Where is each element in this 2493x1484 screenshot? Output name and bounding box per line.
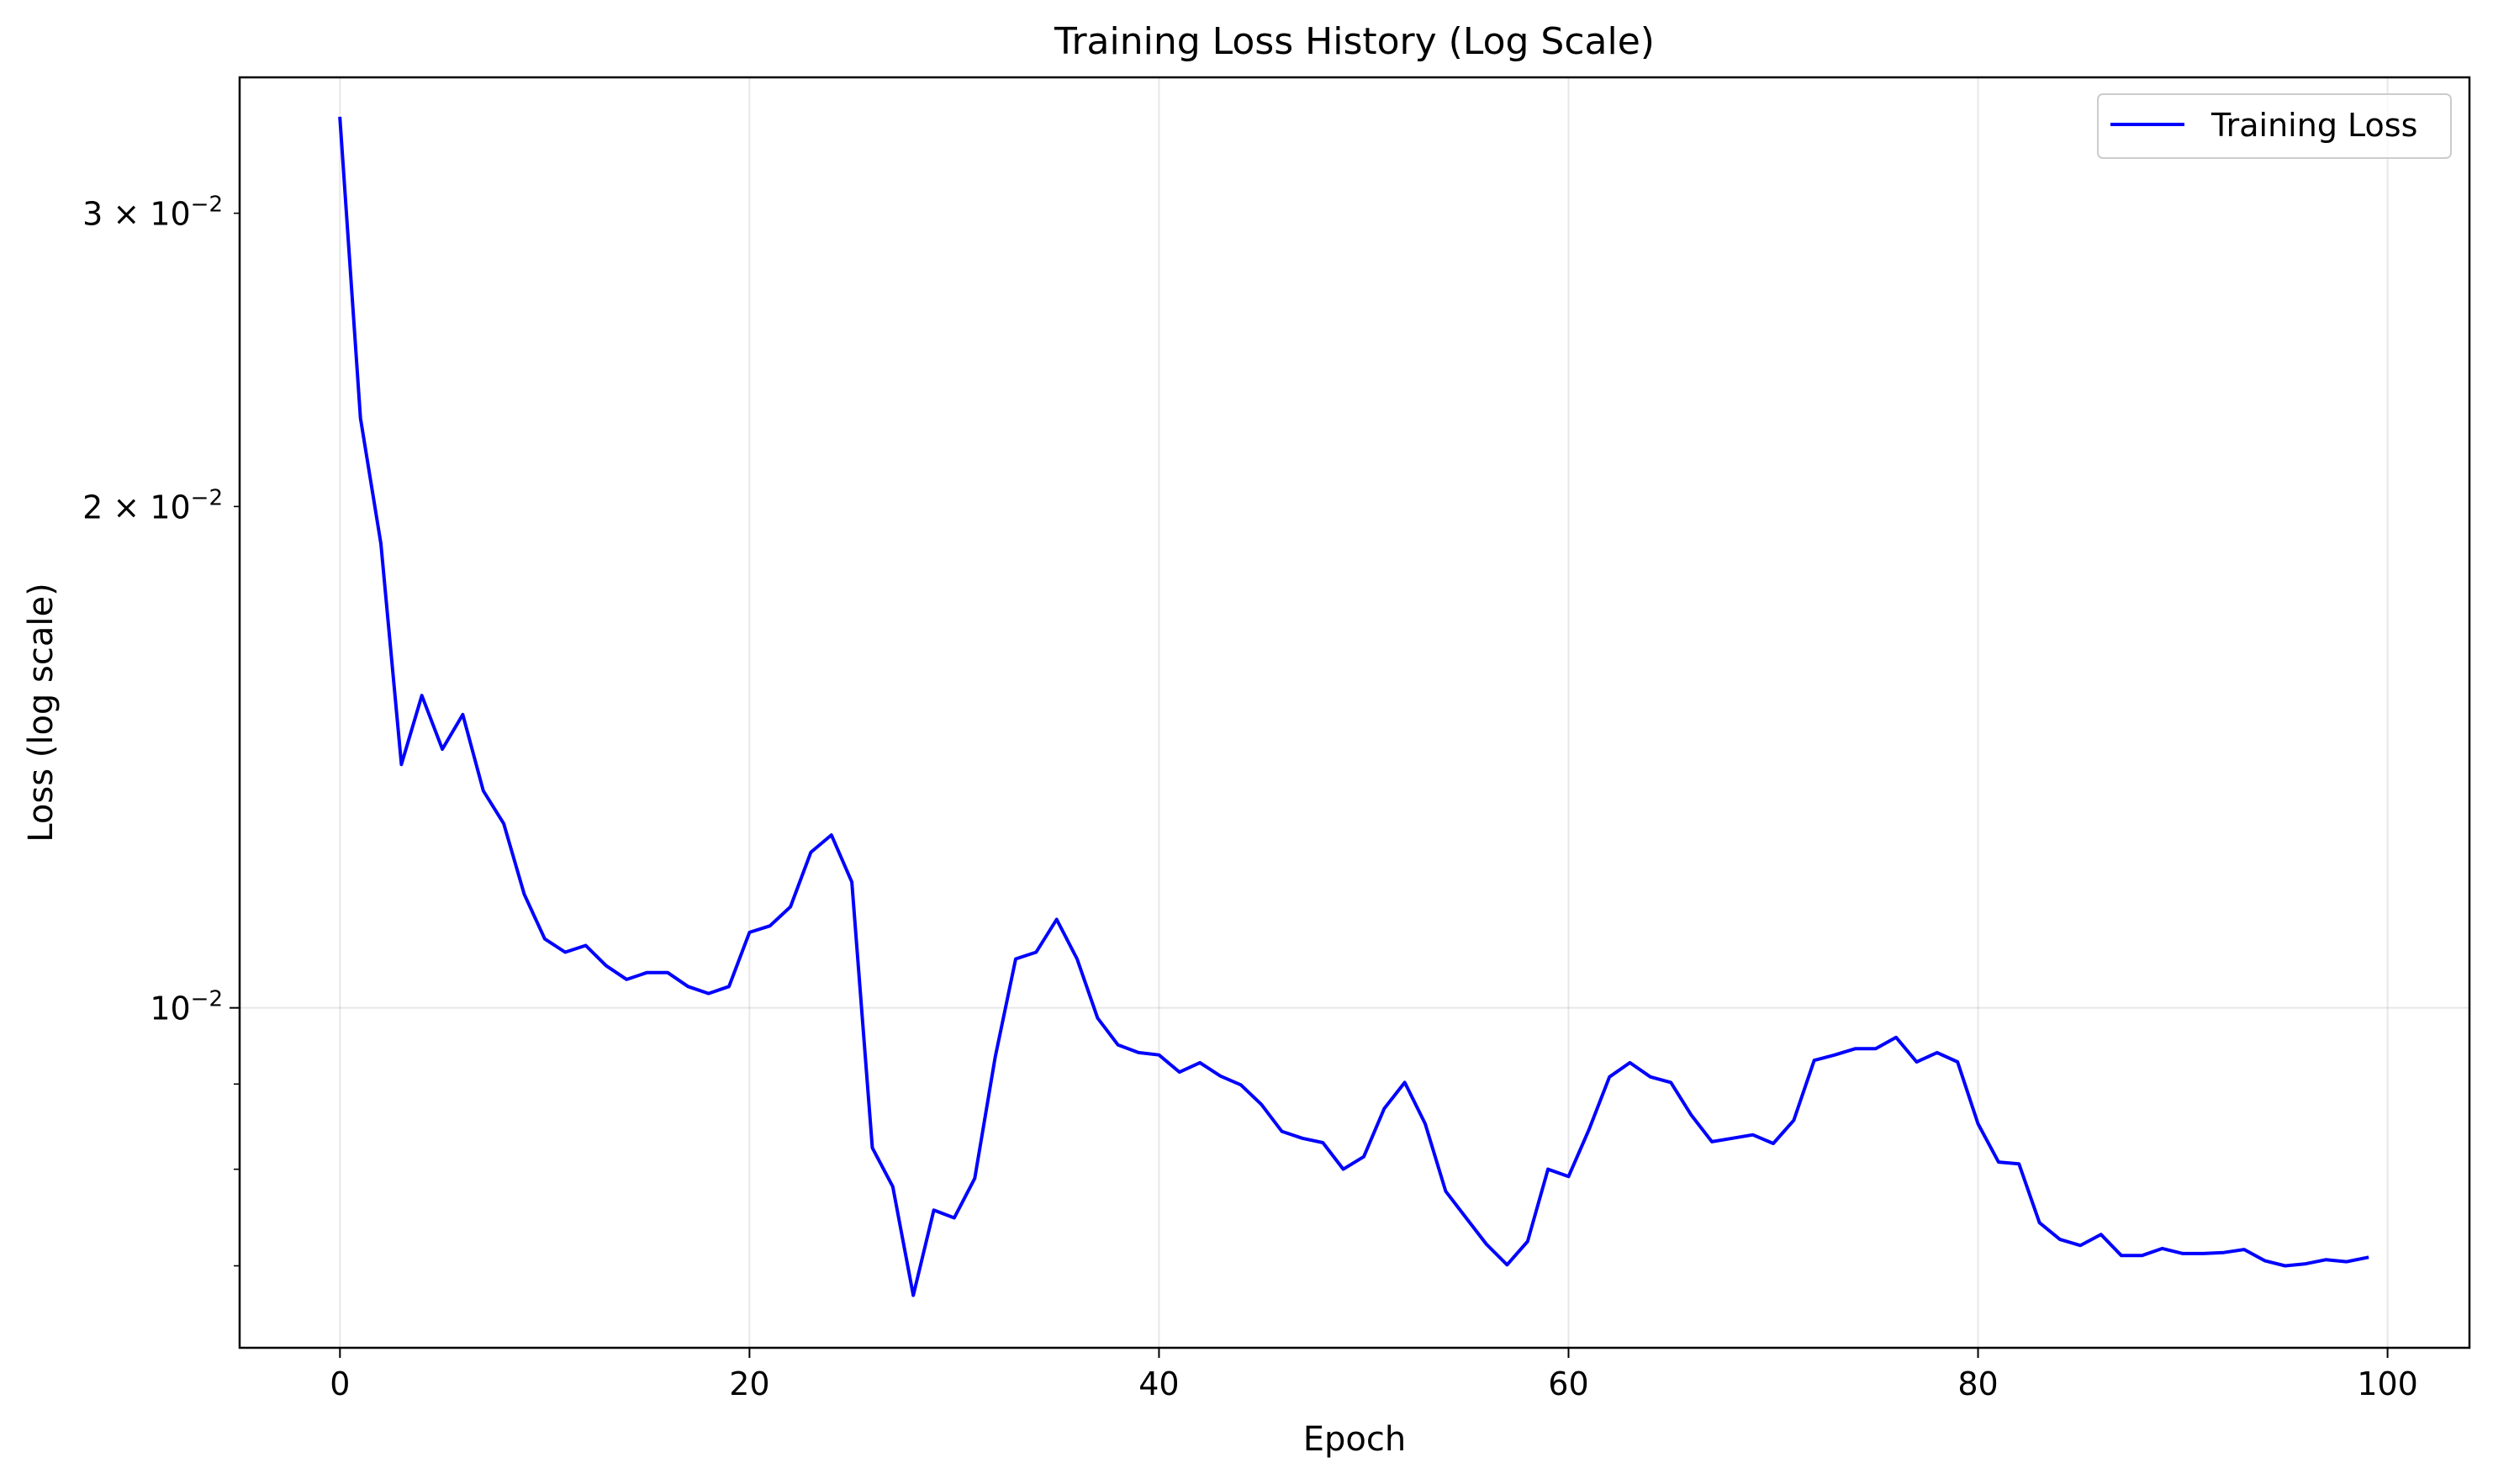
- legend: Training Loss: [2097, 93, 2452, 159]
- x-tick-label: 0: [330, 1365, 350, 1402]
- plot-frame: [238, 76, 2471, 1349]
- y-axis-label: Loss (log scale): [22, 583, 61, 842]
- legend-box: [2097, 93, 2452, 159]
- legend-label-training-loss: Training Loss: [2210, 107, 2417, 144]
- x-tick-label: 20: [729, 1365, 769, 1402]
- y-tick-label: 2 × 10−2: [82, 485, 223, 525]
- y-tick-label: 3 × 10−2: [82, 193, 223, 233]
- gridlines: [240, 77, 2469, 1348]
- x-axis-label: Epoch: [1303, 1420, 1406, 1459]
- x-tick-label: 60: [1548, 1365, 1588, 1402]
- x-tick-label: 100: [2357, 1365, 2418, 1402]
- x-tick-label: 80: [1957, 1365, 1998, 1402]
- series-line-0: [338, 116, 2369, 1297]
- ticks: 0 20 40 60 80 100 10−2 2 × 10−2 3 × 10−2: [82, 193, 2418, 1402]
- series-layer: [338, 116, 2369, 1297]
- y-tick-label: 10−2: [150, 987, 223, 1027]
- x-tick-label: 40: [1138, 1365, 1179, 1402]
- chart-title: Training Loss History (Log Scale): [1054, 20, 1655, 63]
